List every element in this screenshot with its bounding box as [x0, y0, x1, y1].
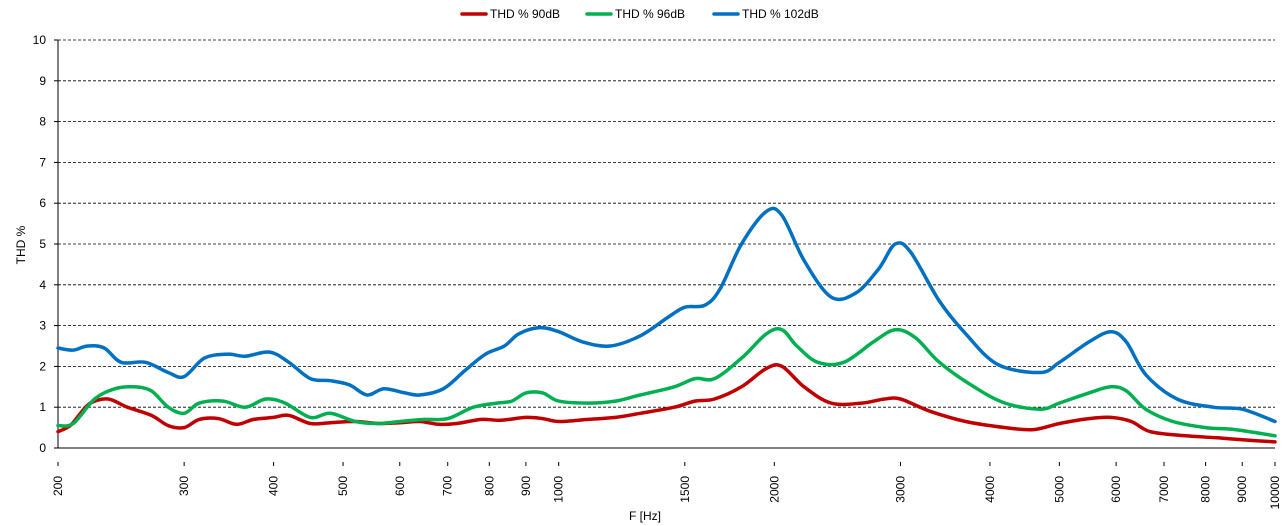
- x-tick-label: 10000: [1268, 476, 1282, 510]
- x-tick-label: 400: [267, 476, 281, 496]
- x-tick-label: 2000: [767, 476, 781, 503]
- x-tick-label: 900: [519, 476, 533, 496]
- x-tick-label: 6000: [1109, 476, 1123, 503]
- series-102db-line: [56, 206, 1277, 424]
- x-tick-label: 1500: [678, 476, 692, 503]
- y-tick-label: 9: [39, 74, 46, 88]
- y-tick-labels: 0 1 2 3 4 5 6 7 8 9 10: [33, 33, 58, 455]
- y-tick-label: 3: [39, 319, 46, 333]
- x-tick-label: 500: [336, 476, 350, 496]
- y-tick-label: 10: [33, 33, 47, 47]
- legend-label: THD % 102dB: [742, 7, 819, 21]
- series-96db-line: [56, 327, 1277, 438]
- x-tick-label: 300: [177, 476, 191, 496]
- x-tick-label: 600: [393, 476, 407, 496]
- legend-label: THD % 90dB: [490, 7, 560, 21]
- x-tick-label: 700: [441, 476, 455, 496]
- x-tick-label: 800: [482, 476, 496, 496]
- y-tick-label: 0: [39, 441, 46, 455]
- grid-lines: [58, 39, 1275, 408]
- legend-label: THD % 96dB: [615, 7, 685, 21]
- y-tick-label: 1: [39, 400, 46, 414]
- x-tick-label: 4000: [983, 476, 997, 503]
- y-tick-label: 8: [39, 115, 46, 129]
- legend: THD % 90dB THD % 96dB THD % 102dB: [460, 7, 819, 21]
- x-tick-label: 200: [51, 476, 65, 496]
- x-tick-labels: 200 300 400 500 600 700 800 900 1000 1500 2000 3000…: [51, 462, 1282, 509]
- series-lines: [56, 206, 1277, 444]
- y-tick-label: 7: [39, 155, 46, 169]
- x-tick-label: 9000: [1235, 476, 1249, 503]
- x-tick-label: 7000: [1157, 476, 1171, 503]
- x-tick-label: 3000: [893, 476, 907, 503]
- y-tick-label: 2: [39, 359, 46, 373]
- y-tick-label: 4: [39, 278, 46, 292]
- y-axis-title: THD %: [14, 225, 28, 264]
- y-tick-label: 5: [39, 237, 46, 251]
- x-axis-title: F [Hz]: [629, 509, 661, 523]
- y-tick-label: 6: [39, 196, 46, 210]
- x-tick-label: 1000: [552, 476, 566, 503]
- series-90db-line: [56, 363, 1277, 444]
- x-tick-label: 8000: [1199, 476, 1213, 503]
- x-tick-label: 5000: [1052, 476, 1066, 503]
